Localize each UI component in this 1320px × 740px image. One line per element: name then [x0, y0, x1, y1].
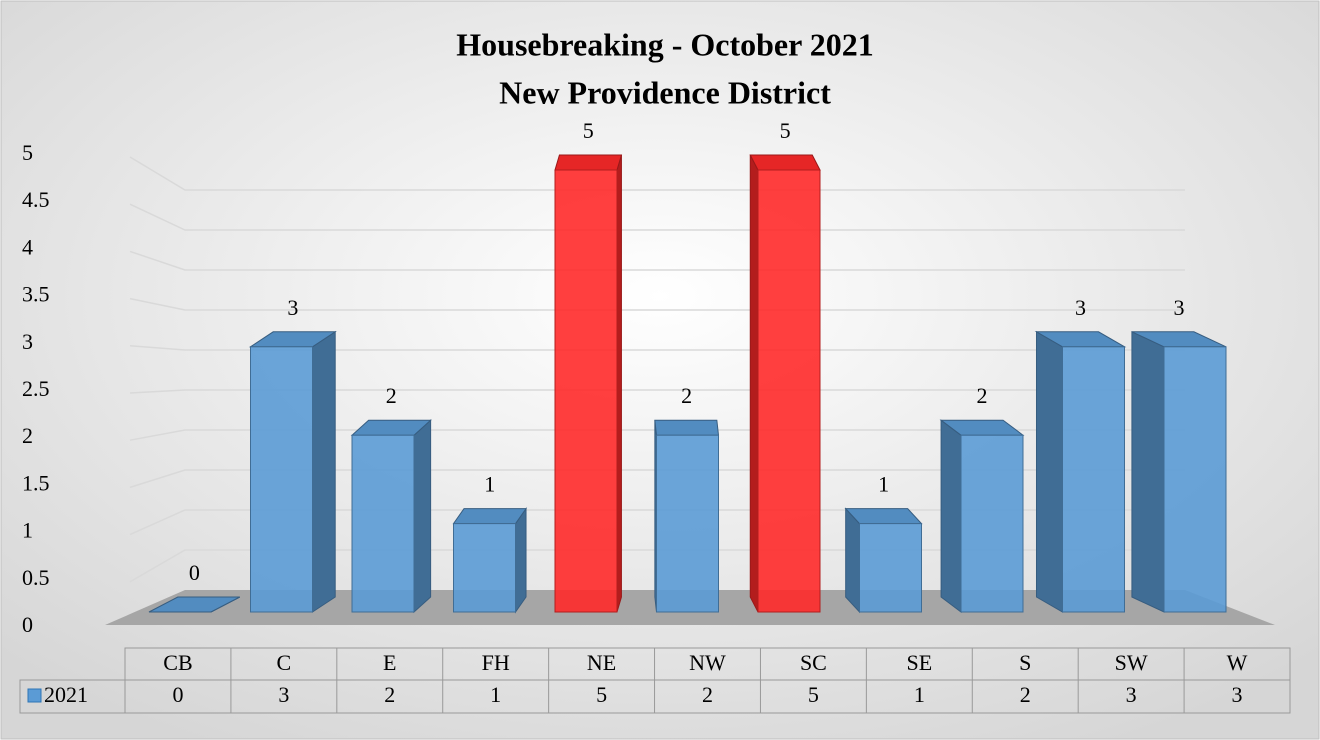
table-value: 0: [172, 682, 183, 707]
bar-top: [654, 419, 720, 436]
data-label: 3: [287, 295, 298, 320]
bar-front: [859, 523, 922, 613]
x-tick-label: SC: [800, 650, 827, 675]
grid-line: [129, 156, 1185, 191]
chart-title: Housebreaking - October 2021: [456, 26, 873, 62]
x-tick-label: CB: [163, 650, 192, 675]
table-value: 2: [1020, 682, 1031, 707]
bar-side: [940, 419, 962, 614]
data-label: 1: [484, 472, 495, 497]
data-label: 1: [878, 472, 889, 497]
grid-line: [129, 250, 1185, 271]
table-value: 2: [702, 682, 713, 707]
data-label: 3: [1173, 295, 1184, 320]
y-tick-label: 0: [22, 612, 33, 637]
data-label: 5: [780, 118, 791, 143]
x-tick-label: SW: [1115, 650, 1148, 675]
data-label: 2: [386, 383, 397, 408]
y-tick-label: 4.5: [22, 187, 50, 212]
bar-side: [616, 154, 622, 613]
y-tick-label: 1: [22, 518, 33, 543]
y-tick-label: 4: [22, 234, 33, 259]
x-tick-label: C: [277, 650, 292, 675]
bar-side: [312, 330, 336, 613]
legend-swatch: [27, 688, 42, 703]
bar: [554, 154, 623, 613]
data-label: 5: [583, 118, 594, 143]
bar: [350, 419, 432, 614]
table-value: 3: [1126, 682, 1137, 707]
data-label: 0: [189, 560, 200, 585]
table-value: 1: [490, 682, 501, 707]
grid-line: [129, 203, 1185, 231]
x-tick-label: FH: [482, 650, 510, 675]
bar-front: [351, 434, 415, 613]
chart-subtitle: New Providence District: [499, 74, 831, 110]
grid-line: [129, 345, 1185, 351]
x-tick-label: S: [1019, 650, 1031, 675]
table-value: 3: [1232, 682, 1243, 707]
x-tick-label: E: [383, 650, 396, 675]
data-label: 3: [1075, 295, 1086, 320]
bar-side: [1035, 330, 1063, 613]
bar-front: [453, 523, 516, 613]
bar-top: [148, 596, 241, 613]
x-tick-label: NE: [587, 650, 616, 675]
bar-side: [845, 507, 860, 614]
legend-label: 2021: [44, 682, 88, 707]
bar-side: [515, 507, 527, 614]
grid-line: [129, 429, 1185, 441]
data-label: 2: [681, 383, 692, 408]
bar: [654, 419, 720, 613]
table-value: 1: [914, 682, 925, 707]
y-tick-label: 5: [22, 140, 33, 165]
bar-front: [554, 169, 618, 613]
bar: [1034, 330, 1127, 613]
bar-front: [1163, 346, 1227, 613]
bar-front: [960, 434, 1024, 613]
bar: [749, 154, 821, 613]
bar: [248, 330, 337, 613]
bar-front: [656, 434, 719, 613]
y-tick-label: 1.5: [22, 470, 50, 495]
bar-top: [749, 154, 821, 171]
y-tick-label: 3: [22, 329, 33, 354]
x-tick-label: W: [1227, 650, 1248, 675]
y-tick-label: 0.5: [22, 565, 50, 590]
y-tick-label: 3.5: [22, 282, 50, 307]
bar-side: [1131, 331, 1165, 613]
bar: [939, 419, 1025, 614]
y-tick-label: 2.5: [22, 376, 50, 401]
table-value: 2: [384, 682, 395, 707]
data-label: 2: [977, 383, 988, 408]
bar-front: [757, 169, 821, 613]
bar-front: [250, 346, 313, 613]
bar-top: [844, 508, 923, 525]
bar-side: [413, 419, 432, 614]
bar: [148, 596, 241, 613]
table-value: 3: [278, 682, 289, 707]
bar: [452, 507, 527, 614]
bar-front: [1062, 346, 1125, 613]
bar: [1131, 331, 1227, 613]
bar: [844, 507, 923, 614]
table-value: 5: [808, 682, 819, 707]
x-tick-label: NW: [689, 650, 726, 675]
bar-top: [554, 154, 623, 171]
bar-top: [452, 508, 527, 525]
bar-side: [749, 154, 759, 613]
x-tick-label: SE: [906, 650, 932, 675]
table-value: 5: [596, 682, 607, 707]
grid-line: [129, 297, 1185, 311]
grid-line: [129, 389, 1185, 394]
y-tick-label: 2: [22, 423, 33, 448]
grid-line: [129, 469, 1185, 489]
